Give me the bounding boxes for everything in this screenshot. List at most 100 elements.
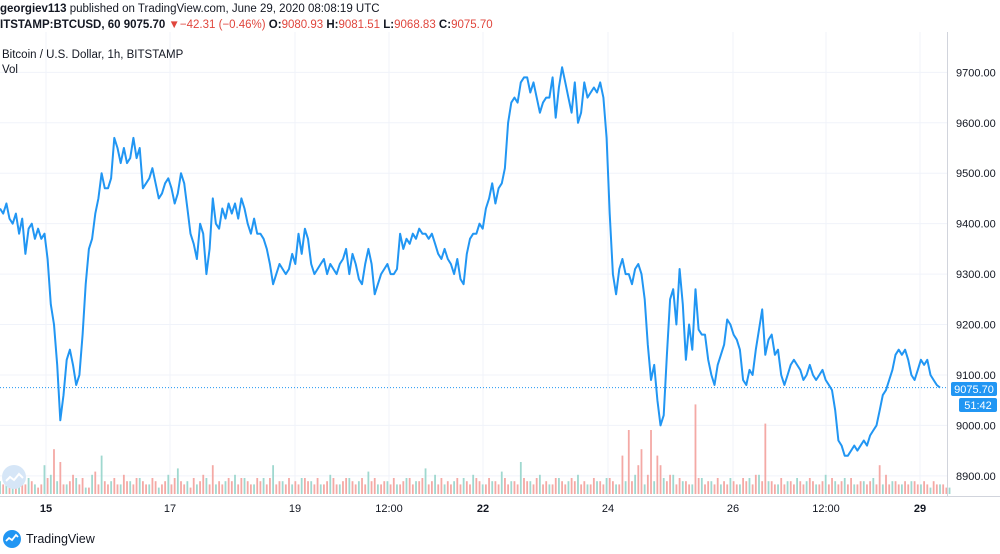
volume-bar xyxy=(853,484,856,494)
volume-bar xyxy=(173,478,176,494)
volume-bar xyxy=(897,484,900,494)
volume-bar xyxy=(132,484,135,494)
volume-bar xyxy=(30,481,33,494)
volume-bar xyxy=(154,481,157,494)
volume-bar xyxy=(942,484,945,494)
volume-bar xyxy=(377,484,379,494)
close-value: 9075.70 xyxy=(451,19,493,31)
volume-bar xyxy=(602,484,605,494)
volume-bar xyxy=(764,423,767,494)
volume-bar xyxy=(850,478,852,494)
volume-bar xyxy=(561,481,563,494)
volume-bar xyxy=(291,484,294,494)
axes xyxy=(0,32,1000,497)
volume-bar xyxy=(138,478,141,494)
volume-bar xyxy=(262,478,265,494)
volume-bar xyxy=(126,481,128,494)
volume-bar xyxy=(732,481,735,494)
volume-bar xyxy=(656,455,659,494)
volume-bar xyxy=(761,481,764,494)
volume-bar xyxy=(615,484,617,494)
volume-bar xyxy=(119,484,122,494)
volume-bar xyxy=(303,478,306,494)
volume-bar xyxy=(859,481,862,494)
price-change: −42.31 (−0.46%) xyxy=(179,19,266,31)
volume-bar xyxy=(94,471,97,494)
volume-bar xyxy=(27,478,30,494)
volume-bar xyxy=(208,484,211,494)
volume-bar xyxy=(519,462,522,494)
tradingview-brand[interactable]: TradingView xyxy=(2,527,95,551)
current-price-marker: 9075.70 51:42 xyxy=(951,382,997,412)
volume-bar xyxy=(265,484,268,494)
change-arrow-icon: ▼ xyxy=(168,19,180,31)
volume-bar xyxy=(888,484,891,494)
volume-bar xyxy=(100,455,103,494)
volume-bar xyxy=(450,484,452,494)
volume-bar xyxy=(297,484,300,494)
low-value: 9068.83 xyxy=(394,19,436,31)
symbol-label[interactable]: ITSTAMP:BTCUSD, 60 xyxy=(0,19,121,31)
volume-bar xyxy=(710,481,713,494)
volume-bar xyxy=(558,478,560,494)
volume-bar xyxy=(392,478,395,494)
volume-bar xyxy=(0,481,1,494)
volume-bar xyxy=(939,484,941,494)
volume-bar xyxy=(142,481,144,494)
volume-bar xyxy=(881,484,884,494)
volume-bar xyxy=(875,484,878,494)
volume-bar xyxy=(230,481,233,494)
tradingview-watermark-icon xyxy=(2,465,26,489)
volume-bar xyxy=(157,487,160,494)
volume-bar xyxy=(548,484,551,494)
last-price: 9075.70 xyxy=(123,19,166,31)
volume-bar xyxy=(462,478,465,494)
volume-bar xyxy=(637,465,640,494)
volume-bar xyxy=(640,449,643,494)
price-tick-label: 9500.00 xyxy=(956,168,996,180)
volume-bar xyxy=(491,481,494,494)
volume-bar xyxy=(465,481,468,494)
volume-bar xyxy=(269,478,271,494)
volume-bar xyxy=(227,478,230,494)
volume-bar xyxy=(907,484,910,494)
volume-bar xyxy=(507,484,510,494)
volume-bar xyxy=(148,484,151,494)
price-tick-label: 9700.00 xyxy=(956,67,996,79)
volume-bar xyxy=(596,481,598,494)
time-tick-label: 17 xyxy=(164,503,176,515)
volume-bar xyxy=(716,478,719,494)
close-label: C: xyxy=(438,19,452,31)
low-label: L: xyxy=(383,19,395,31)
volume-bar xyxy=(107,484,109,494)
volume-bar xyxy=(65,484,68,494)
countdown-label: 51:42 xyxy=(964,400,992,412)
volume-bar xyxy=(370,481,373,494)
volume-bar xyxy=(97,484,100,494)
volume-bar xyxy=(421,478,424,494)
volume-bar xyxy=(199,481,201,494)
price-tick-label: 9600.00 xyxy=(956,118,996,130)
volume-bar xyxy=(288,478,290,494)
volume-bar xyxy=(294,481,297,494)
volume-bar xyxy=(275,484,278,494)
volume-bar xyxy=(332,478,335,494)
volume-bar xyxy=(68,481,71,494)
volume-bar xyxy=(21,481,24,494)
volume-bar xyxy=(754,474,757,494)
volume-bar xyxy=(554,478,557,494)
volume-bar xyxy=(494,481,497,494)
volume-bar xyxy=(748,478,751,494)
volume-bar xyxy=(694,404,697,494)
volume-bar xyxy=(364,484,367,494)
volume-bar xyxy=(161,484,163,494)
volume-bar xyxy=(532,484,535,494)
symbol-quote-line: ITSTAMP:BTCUSD, 60 9075.70 ▼−42.31 (−0.4… xyxy=(0,19,493,31)
volume-bar xyxy=(459,484,462,494)
volume-bar xyxy=(920,484,922,494)
volume-bar xyxy=(621,455,624,494)
volume-bar xyxy=(300,478,303,494)
volume-bar xyxy=(618,484,621,494)
author-name[interactable]: georgiev113 xyxy=(0,3,67,15)
